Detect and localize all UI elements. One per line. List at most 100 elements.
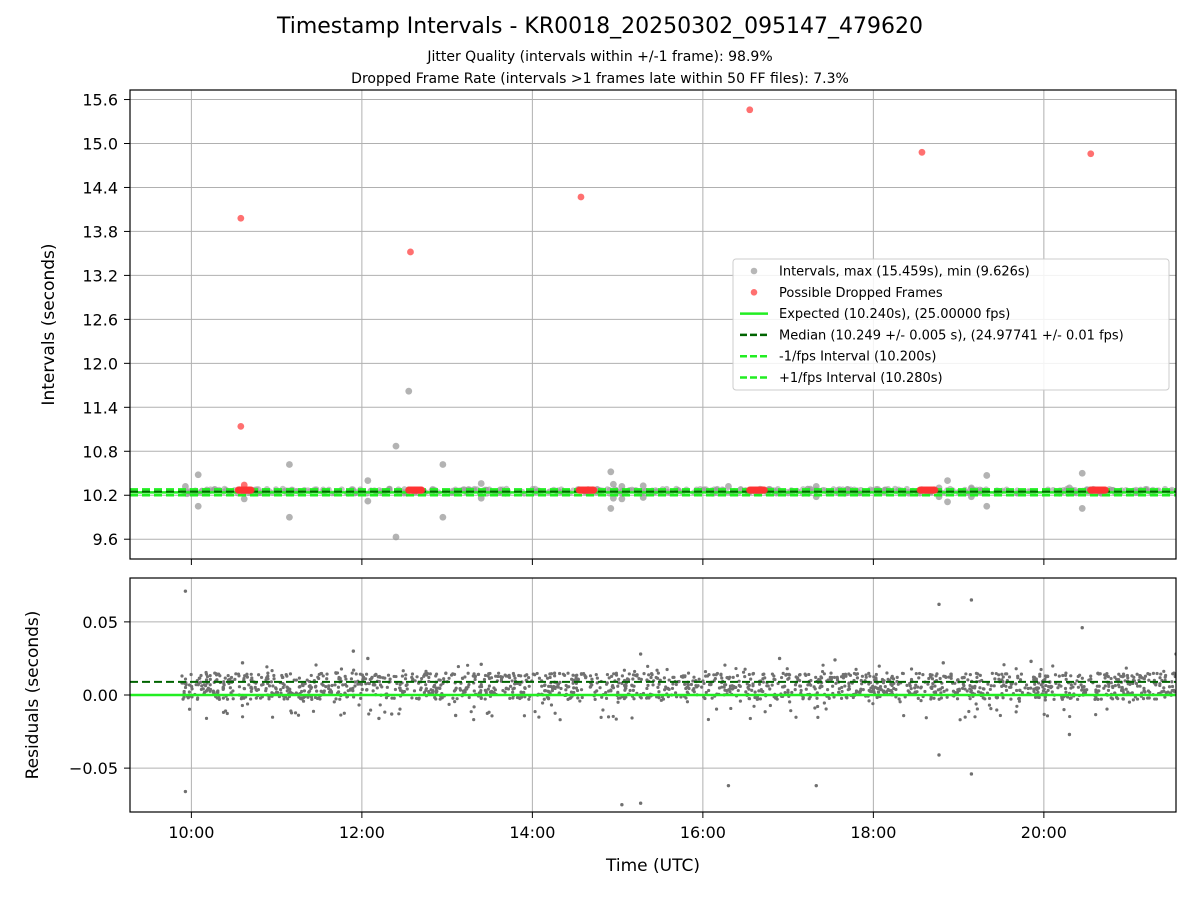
residual-point <box>437 686 441 690</box>
residual-point <box>932 696 936 700</box>
residual-point <box>240 715 245 719</box>
residual-point <box>515 695 520 700</box>
residual-point <box>630 716 634 720</box>
residual-point <box>494 674 498 678</box>
residual-point <box>696 684 700 688</box>
residual-point <box>905 683 909 688</box>
residual-point <box>184 682 188 687</box>
residual-point <box>1158 676 1162 680</box>
residual-point <box>267 697 271 701</box>
residual-point <box>861 688 865 692</box>
residual-point <box>638 652 643 656</box>
residual-point <box>902 714 906 718</box>
residual-point <box>622 668 626 672</box>
residual-point <box>1038 672 1042 676</box>
residual-point <box>265 676 269 680</box>
residual-point <box>1033 686 1038 691</box>
residual-point <box>401 669 405 673</box>
residual-point <box>593 697 597 701</box>
dropped-frame-point <box>1087 150 1095 158</box>
residual-point <box>476 672 480 677</box>
residual-point <box>354 672 358 676</box>
bottom-plot-frame <box>129 577 1177 813</box>
residual-point <box>1004 684 1008 688</box>
residual-point <box>599 715 603 719</box>
residual-point <box>294 678 298 682</box>
residual-point <box>201 687 205 691</box>
residual-point <box>1147 678 1151 682</box>
top-y-tick-label-10: 15.6 <box>82 91 118 110</box>
bottom-plot-area <box>130 589 1176 807</box>
interval-point <box>286 513 293 521</box>
residual-point <box>458 688 463 692</box>
residual-point <box>397 712 401 716</box>
residual-point <box>545 676 550 680</box>
residual-point <box>604 691 608 695</box>
residual-point <box>215 678 219 682</box>
residual-point <box>726 783 731 788</box>
residual-point <box>712 673 716 677</box>
residual-point <box>649 671 654 676</box>
residual-point <box>723 663 727 667</box>
residual-point <box>346 689 350 693</box>
residual-point <box>274 687 278 691</box>
residual-point <box>518 682 522 687</box>
interval-point <box>1078 505 1086 512</box>
residual-point <box>1135 697 1140 701</box>
residual-point <box>812 685 816 689</box>
residual-point <box>689 682 694 687</box>
residual-point <box>330 683 334 688</box>
residual-point <box>432 683 437 687</box>
residual-point <box>367 712 371 716</box>
residual-point <box>187 690 191 694</box>
residual-point <box>1089 674 1093 678</box>
residual-point <box>511 687 515 691</box>
residual-point <box>339 713 343 717</box>
residual-point <box>285 697 290 701</box>
residual-point <box>338 676 342 681</box>
residual-point <box>182 695 186 699</box>
residual-point <box>256 687 261 692</box>
residual-point <box>1042 687 1046 691</box>
residual-point <box>744 690 748 694</box>
residual-point <box>527 675 531 680</box>
residual-point <box>434 697 438 701</box>
residual-point <box>420 676 424 681</box>
residual-point <box>987 703 992 707</box>
residual-point <box>377 716 381 721</box>
residual-point <box>517 673 521 678</box>
residual-point <box>351 649 356 653</box>
residual-point <box>722 685 726 689</box>
residual-point <box>226 673 230 678</box>
residual-point <box>845 696 849 700</box>
residual-point <box>519 695 524 699</box>
residual-point <box>378 703 382 707</box>
residual-point <box>916 685 920 689</box>
residual-point <box>816 704 820 709</box>
residual-point <box>523 686 527 690</box>
residual-point <box>479 696 483 701</box>
residual-point <box>909 687 913 691</box>
residual-point <box>906 689 910 693</box>
residual-point <box>186 696 190 700</box>
residual-point <box>588 685 592 689</box>
residual-point <box>951 689 956 693</box>
residual-point <box>254 696 258 700</box>
residual-point <box>483 673 488 678</box>
residual-point <box>974 702 978 706</box>
residual-point <box>1020 691 1025 695</box>
residual-point <box>503 673 507 677</box>
interval-point <box>392 533 400 541</box>
chart-subtitle-dropped: Dropped Frame Rate (intervals >1 frames … <box>351 71 849 87</box>
residual-point <box>236 672 241 676</box>
residual-point <box>412 689 417 693</box>
residual-point <box>473 677 477 682</box>
residual-point <box>427 679 431 684</box>
residual-point <box>1146 672 1150 676</box>
residual-point <box>1113 684 1117 688</box>
residual-point <box>512 674 516 678</box>
residual-point <box>302 695 306 700</box>
residual-point <box>327 684 331 688</box>
residual-point <box>282 683 286 687</box>
residual-point <box>385 685 389 689</box>
